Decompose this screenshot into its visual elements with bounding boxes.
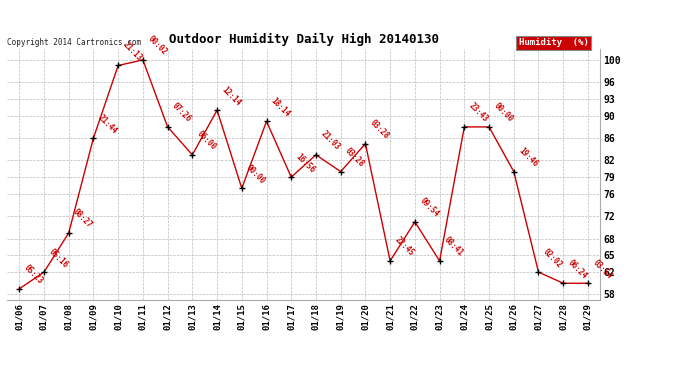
Text: 02:02: 02:02 bbox=[541, 247, 564, 269]
Text: 03:54: 03:54 bbox=[591, 258, 613, 280]
Text: 05:16: 05:16 bbox=[47, 247, 70, 269]
Text: 09:54: 09:54 bbox=[417, 196, 440, 219]
Text: 03:28: 03:28 bbox=[344, 146, 366, 169]
Text: 21:13: 21:13 bbox=[121, 40, 144, 63]
Text: 19:46: 19:46 bbox=[517, 146, 540, 169]
Text: 21:44: 21:44 bbox=[96, 112, 119, 135]
Text: 18:14: 18:14 bbox=[269, 96, 292, 118]
Text: 00:00: 00:00 bbox=[492, 101, 515, 124]
Text: 00:00: 00:00 bbox=[244, 163, 267, 186]
Text: 23:43: 23:43 bbox=[467, 101, 490, 124]
Text: 22:45: 22:45 bbox=[393, 236, 415, 258]
Text: Copyright 2014 Cartronics.com: Copyright 2014 Cartronics.com bbox=[7, 39, 141, 48]
Text: 06:24: 06:24 bbox=[566, 258, 589, 280]
Text: 05:23: 05:23 bbox=[22, 263, 45, 286]
Text: 21:03: 21:03 bbox=[319, 129, 342, 152]
Text: Humidity  (%): Humidity (%) bbox=[519, 39, 589, 48]
Text: 08:27: 08:27 bbox=[72, 207, 95, 230]
Text: 16:56: 16:56 bbox=[294, 152, 317, 174]
Title: Outdoor Humidity Daily High 20140130: Outdoor Humidity Daily High 20140130 bbox=[168, 33, 439, 46]
Text: 00:02: 00:02 bbox=[146, 34, 168, 57]
Text: 06:00: 06:00 bbox=[195, 129, 218, 152]
Text: 07:26: 07:26 bbox=[170, 101, 193, 124]
Text: 03:28: 03:28 bbox=[368, 118, 391, 141]
Text: 12:14: 12:14 bbox=[220, 85, 243, 107]
Text: 08:41: 08:41 bbox=[442, 236, 465, 258]
